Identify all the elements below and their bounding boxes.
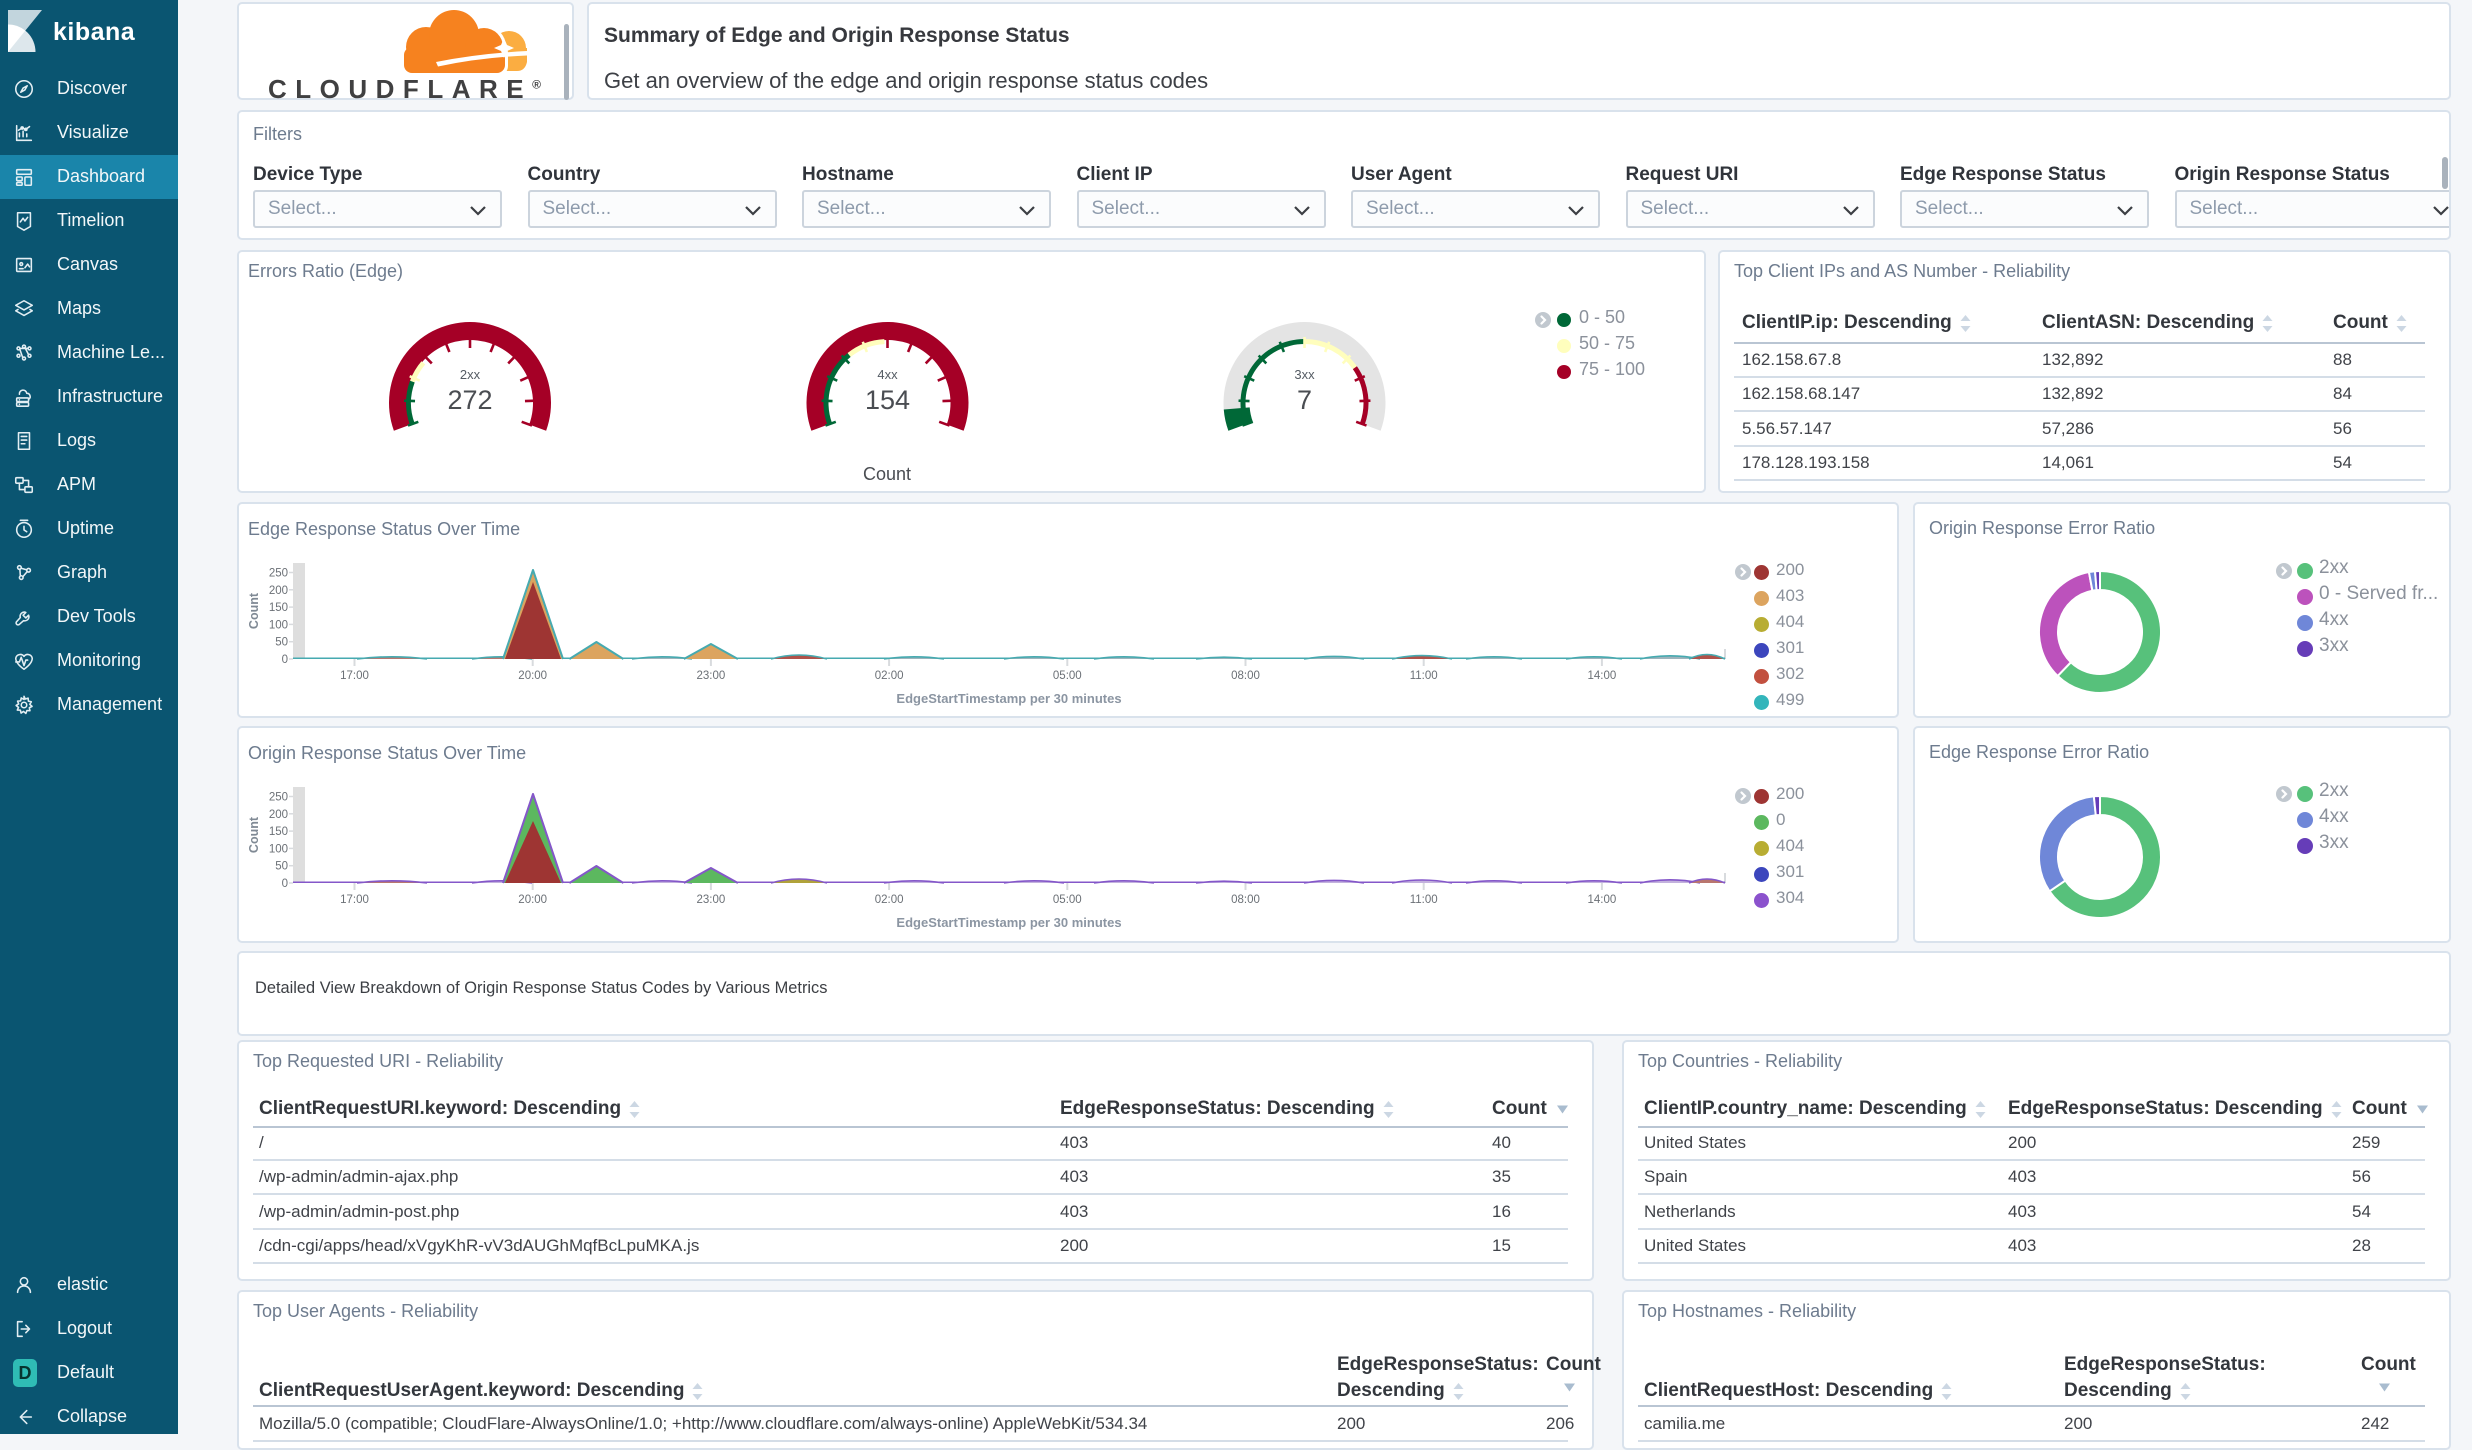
- svg-text:100: 100: [269, 619, 288, 631]
- svg-text:4xx: 4xx: [877, 367, 898, 382]
- svg-text:3xx: 3xx: [1294, 367, 1315, 382]
- svg-text:250: 250: [269, 568, 288, 580]
- svg-text:100: 100: [269, 843, 288, 855]
- svg-text:Count: Count: [247, 592, 261, 629]
- svg-text:150: 150: [269, 602, 288, 614]
- svg-text:17:00: 17:00: [340, 894, 369, 906]
- svg-text:EdgeStartTimestamp per 30 minu: EdgeStartTimestamp per 30 minutes: [896, 691, 1121, 706]
- svg-text:Count: Count: [247, 816, 261, 853]
- svg-text:0: 0: [282, 654, 288, 666]
- svg-text:02:00: 02:00: [875, 894, 904, 906]
- svg-text:23:00: 23:00: [697, 670, 726, 682]
- svg-text:0: 0: [282, 878, 288, 890]
- svg-text:50: 50: [275, 637, 288, 649]
- svg-text:20:00: 20:00: [518, 670, 547, 682]
- svg-text:EdgeStartTimestamp per 30 minu: EdgeStartTimestamp per 30 minutes: [896, 915, 1121, 930]
- svg-text:200: 200: [269, 585, 288, 597]
- svg-text:08:00: 08:00: [1231, 894, 1260, 906]
- svg-text:02:00: 02:00: [875, 670, 904, 682]
- svg-text:14:00: 14:00: [1588, 670, 1617, 682]
- svg-text:7: 7: [1297, 385, 1312, 415]
- svg-text:17:00: 17:00: [340, 670, 369, 682]
- svg-text:250: 250: [269, 792, 288, 804]
- svg-text:50: 50: [275, 861, 288, 873]
- svg-text:05:00: 05:00: [1053, 894, 1082, 906]
- svg-text:05:00: 05:00: [1053, 670, 1082, 682]
- svg-text:Count: Count: [863, 464, 911, 484]
- svg-text:20:00: 20:00: [518, 894, 547, 906]
- svg-text:23:00: 23:00: [697, 894, 726, 906]
- svg-text:272: 272: [447, 385, 492, 415]
- svg-text:154: 154: [865, 385, 910, 415]
- svg-text:11:00: 11:00: [1410, 670, 1438, 682]
- svg-text:200: 200: [269, 809, 288, 821]
- svg-text:2xx: 2xx: [460, 367, 481, 382]
- svg-text:14:00: 14:00: [1588, 894, 1617, 906]
- svg-text:150: 150: [269, 826, 288, 838]
- svg-text:08:00: 08:00: [1231, 670, 1260, 682]
- svg-text:11:00: 11:00: [1410, 894, 1438, 906]
